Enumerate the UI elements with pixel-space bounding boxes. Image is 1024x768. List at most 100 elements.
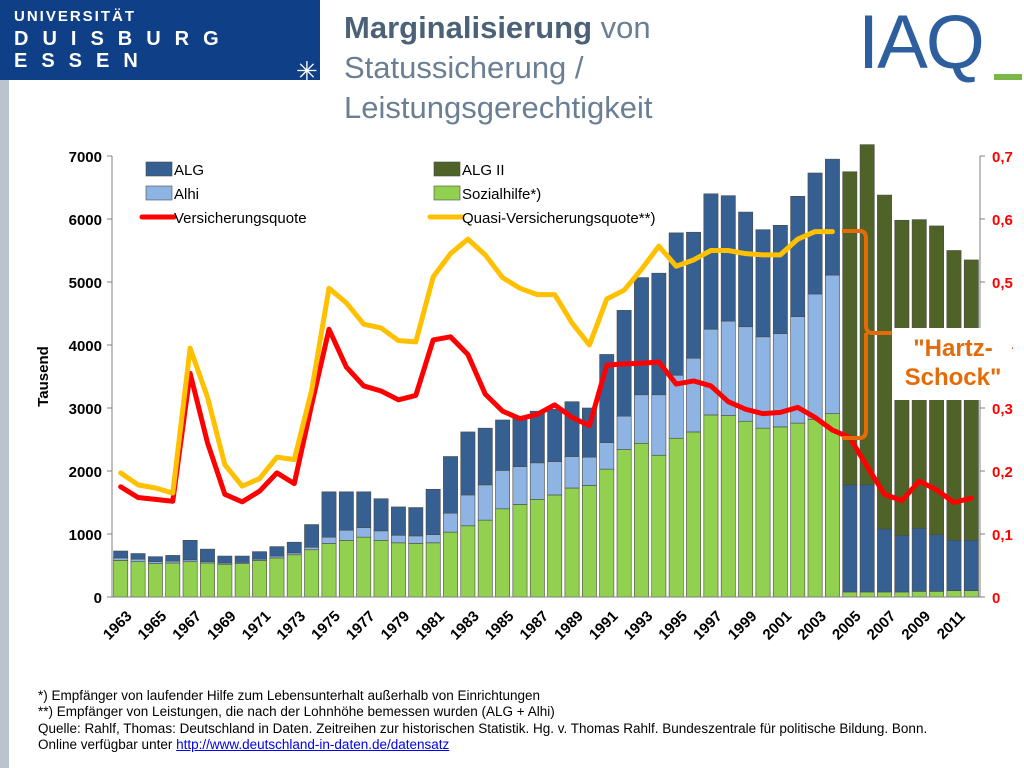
bar-sozialhilfe (877, 591, 892, 598)
university-logo-line3: ESSEN (14, 50, 152, 72)
bar-alg (842, 484, 858, 593)
bar-alg (668, 232, 684, 376)
x-tick-label: 1989 (551, 608, 587, 644)
bar-sozialhilfe (217, 563, 233, 598)
bar-sozialhilfe (356, 536, 372, 598)
bar-alhi (581, 456, 597, 486)
bar-sozialhilfe (859, 591, 875, 598)
bar-sozialhilfe (286, 554, 302, 598)
bar-sozialhilfe (963, 590, 979, 598)
bar-sozialhilfe (599, 468, 615, 598)
left-accent-bar (0, 0, 9, 768)
chart: 0 1000 2000 3000 4000 5000 6000 7000 0 0,1 0,2 0,3 0… (35, 144, 1014, 644)
bar-sozialhilfe (581, 485, 597, 598)
bar-alg (894, 534, 910, 593)
bar-sozialhilfe (338, 539, 354, 598)
bar-sozialhilfe (911, 591, 927, 598)
bar-sozialhilfe (668, 437, 684, 598)
bar-alhi (634, 394, 649, 444)
source-link[interactable]: http://www.deutschland-in-daten.de/daten… (176, 737, 450, 753)
x-tick-label: 1965 (135, 608, 171, 644)
y-tick-label: 2000 (69, 464, 102, 481)
bar-alg (772, 225, 788, 334)
bar-alhi (512, 466, 528, 505)
y-tick-label: 0 (94, 590, 102, 607)
bar-sozialhilfe (790, 422, 806, 598)
bar-alg (495, 419, 511, 471)
bar-alg (703, 193, 719, 330)
bar-sozialhilfe (460, 525, 476, 598)
legend-label: Quasi-Versicherungsquote**) (462, 210, 655, 227)
x-tick-label: 1985 (482, 608, 518, 644)
bar-alg (946, 539, 962, 591)
bar-sozialhilfe (182, 561, 198, 598)
bar-sozialhilfe (634, 442, 649, 598)
bar-alg (859, 484, 875, 593)
line-quasiversicherungsquote (118, 229, 835, 496)
bar-alhi (495, 470, 511, 510)
y2-tick-label: 0,1 (992, 527, 1013, 544)
bar-sozialhilfe (755, 427, 771, 598)
legend-label: Alhi (174, 186, 199, 203)
bar-alg (338, 491, 354, 531)
x-tick-label: 1975 (308, 608, 344, 644)
legend-label: ALG (174, 162, 204, 179)
bar-alhi (477, 484, 493, 521)
bar-alg (408, 507, 424, 537)
bar-algii (877, 194, 892, 530)
bar-sozialhilfe (564, 487, 580, 598)
bar-alhi (825, 274, 840, 414)
y2-tick-label: 0,5 (992, 275, 1013, 292)
bar-sozialhilfe (616, 449, 632, 598)
bar-alhi (130, 558, 146, 563)
bar-sozialhilfe (200, 562, 215, 598)
iaq-logo: IAQ (858, 4, 1022, 84)
bar-alg (512, 415, 528, 467)
y2-tick-label: 0,6 (992, 212, 1013, 229)
slide-title-rest: von Statussicherung / Leistungsgerechtig… (344, 10, 653, 125)
bar-sozialhilfe (651, 454, 667, 598)
y-tick-label: 5000 (69, 275, 102, 292)
y-tick-label: 4000 (69, 338, 102, 355)
y2-tick-label: 0,2 (992, 464, 1013, 481)
bar-alg (356, 491, 372, 529)
bar-alhi (460, 494, 476, 527)
bar-sozialhilfe (408, 543, 424, 598)
bar-alg (529, 410, 545, 464)
university-logo-line1: UNIVERSITÄT (14, 8, 137, 25)
bar-alg (686, 231, 701, 359)
lines-layer (118, 229, 974, 505)
legend-swatch (145, 161, 173, 177)
bar-alg (321, 491, 337, 538)
bar-alhi (686, 357, 701, 433)
bar-sozialhilfe (321, 543, 337, 598)
hartz-line2: Schock" (904, 364, 1002, 391)
bar-sozialhilfe (772, 426, 788, 598)
bar-alg (113, 550, 129, 559)
bar-alg (165, 555, 181, 562)
bar-alg (720, 195, 736, 322)
university-logo-line2: DUISBURG (14, 28, 233, 50)
x-tick-label: 2011 (934, 608, 969, 643)
x-tick-label: 1981 (412, 608, 448, 644)
bar-sozialhilfe (686, 431, 701, 598)
bar-sozialhilfe (738, 420, 754, 598)
footnote-1: *) Empfänger von laufender Hilfe zum Leb… (38, 688, 541, 703)
bar-alg (547, 408, 563, 462)
bar-alg (252, 551, 267, 560)
bar-alg (425, 488, 441, 535)
y2-tick-label: 0 (992, 590, 1000, 607)
bar-sozialhilfe (113, 560, 129, 598)
bar-alhi (703, 328, 719, 416)
x-tick-label: 1963 (100, 608, 136, 644)
hartz-line1: "Hartz- (913, 335, 993, 362)
x-tick-label: 1999 (725, 608, 761, 644)
bar-sozialhilfe (720, 415, 736, 598)
bar-sozialhilfe (946, 590, 962, 598)
bar-alhi (408, 535, 424, 544)
bar-sozialhilfe (929, 591, 945, 598)
bar-sozialhilfe (269, 557, 285, 598)
legend-label: ALG II (462, 162, 505, 179)
bar-alhi (304, 546, 320, 551)
x-tick-label: 2007 (864, 608, 900, 644)
